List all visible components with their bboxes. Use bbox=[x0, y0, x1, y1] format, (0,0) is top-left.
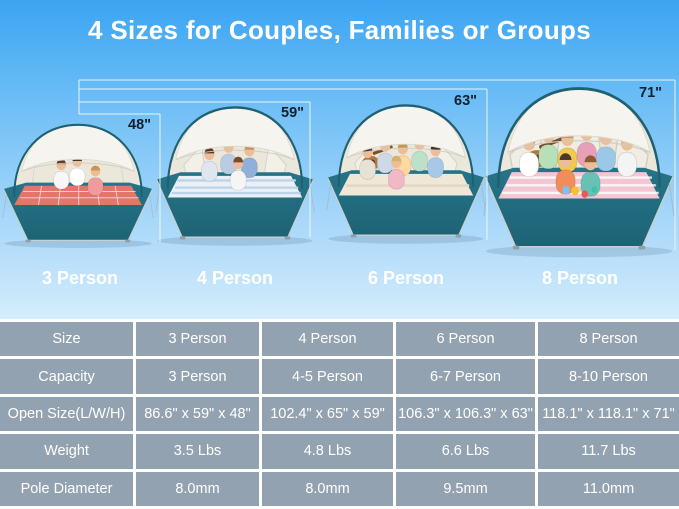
table-cell: 3.5 Lbs bbox=[136, 434, 259, 469]
table-row-label: Size bbox=[0, 322, 133, 357]
tent-capacity-label: 4 Person bbox=[196, 268, 274, 288]
table-cell: 11.7 Lbs bbox=[538, 434, 679, 469]
tent-capacity-label: 6 Person bbox=[367, 268, 445, 288]
table-cell: 4-5 Person bbox=[262, 359, 393, 394]
table-row-label: Capacity bbox=[0, 359, 133, 394]
table-row-label: Open Size(L/W/H) bbox=[0, 396, 133, 432]
tent-3-person-illustration bbox=[2, 120, 154, 250]
table-cell: 118.1" x 118.1" x 71" bbox=[538, 396, 679, 432]
table-cell: 8.0mm bbox=[136, 471, 259, 506]
table-cell: 6 Person bbox=[396, 322, 535, 357]
table-cell: 3 Person bbox=[136, 322, 259, 357]
table-cell: 4.8 Lbs bbox=[262, 434, 393, 469]
table-cell: 8-10 Person bbox=[538, 359, 679, 394]
height-dimension-label: 48" bbox=[128, 117, 152, 133]
table-row-label: Weight bbox=[0, 434, 133, 469]
table-cell: 3 Person bbox=[136, 359, 259, 394]
tent-8-person-illustration bbox=[483, 82, 675, 260]
table-cell: 6.6 Lbs bbox=[396, 434, 535, 469]
table-cell: 4 Person bbox=[262, 322, 393, 357]
table-cell: 9.5mm bbox=[396, 471, 535, 506]
spec-table: Size 3 Person 4 Person 6 Person 8 Person… bbox=[0, 319, 679, 509]
tent-capacity-label: 8 Person bbox=[541, 268, 619, 288]
tent-capacity-label: 3 Person bbox=[41, 268, 119, 288]
height-dimension-label: 59" bbox=[281, 105, 305, 121]
table-cell: 11.0mm bbox=[538, 471, 679, 506]
tent-6-person-illustration bbox=[326, 100, 486, 246]
height-dimension-label: 71" bbox=[639, 85, 663, 101]
table-row-label: Pole Diameter bbox=[0, 471, 133, 506]
table-cell: 106.3" x 106.3" x 63" bbox=[396, 396, 535, 432]
table-cell: 8.0mm bbox=[262, 471, 393, 506]
page-title: 4 Sizes for Couples, Families or Groups bbox=[88, 15, 591, 45]
table-cell: 86.6" x 59" x 48" bbox=[136, 396, 259, 432]
table-cell: 8 Person bbox=[538, 322, 679, 357]
height-dimension-label: 63" bbox=[454, 93, 478, 109]
tent-4-person-illustration bbox=[155, 102, 315, 248]
table-cell: 102.4" x 65" x 59" bbox=[262, 396, 393, 432]
table-cell: 6-7 Person bbox=[396, 359, 535, 394]
